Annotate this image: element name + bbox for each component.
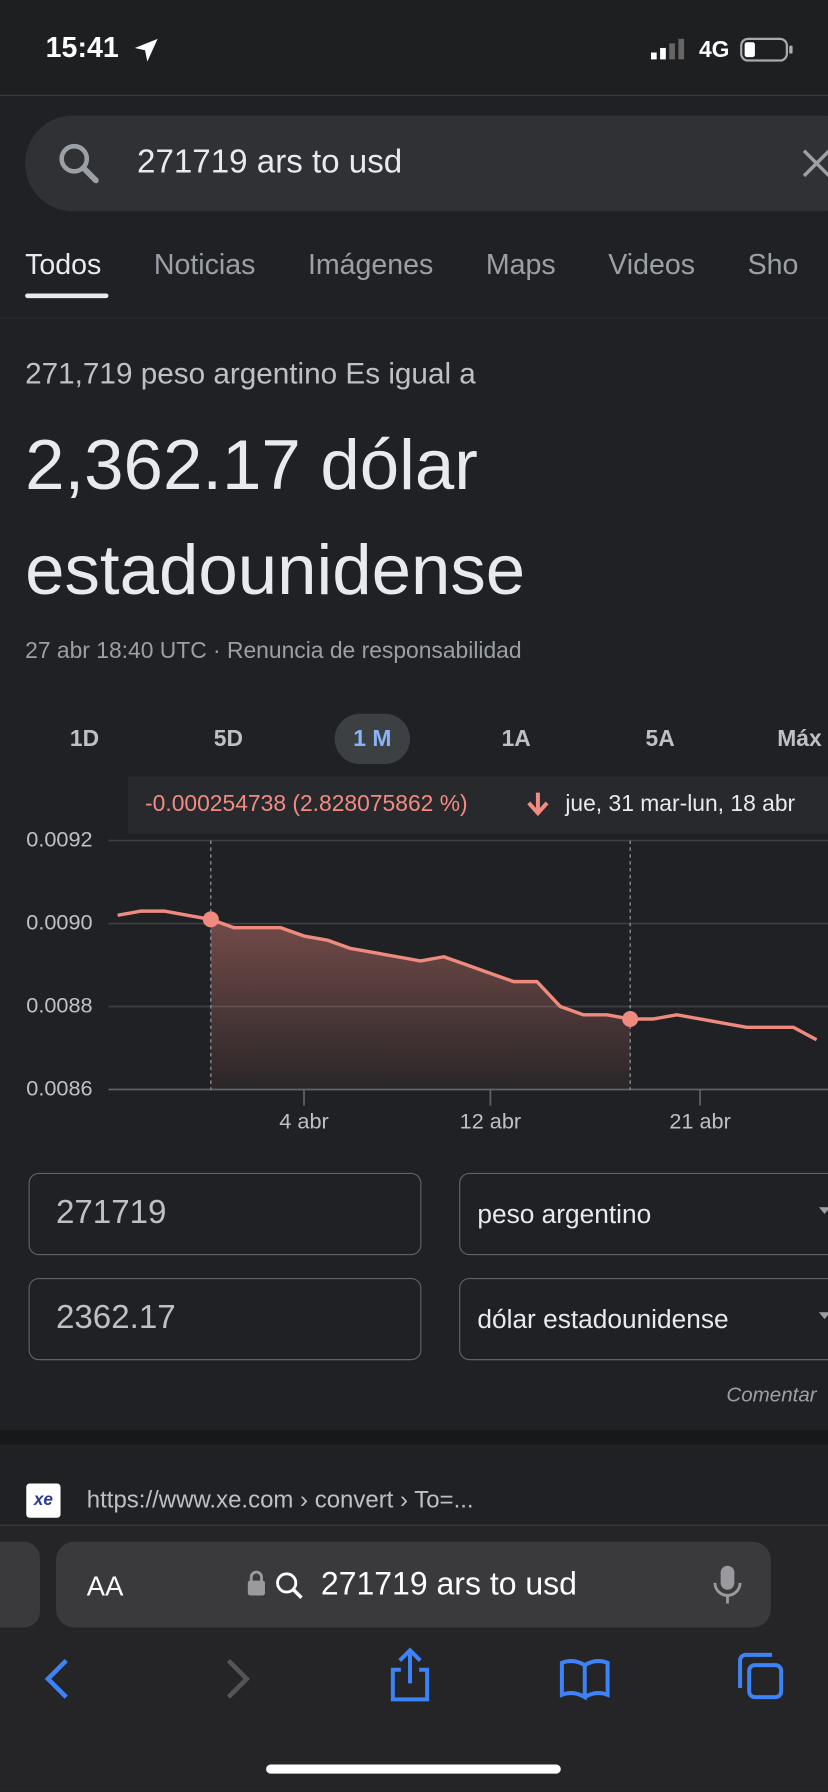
amount-value[interactable]: 2362.17 (55, 1299, 176, 1337)
mic-icon[interactable] (713, 1565, 743, 1606)
tab[interactable]: Maps (485, 248, 556, 281)
network: 4G (698, 37, 730, 63)
x-tick-label: 21 abr (669, 1108, 730, 1133)
source-amount: 271,719 peso argentino Es igual a (25, 356, 476, 391)
tabs-button[interactable] (738, 1652, 784, 1700)
unit-value[interactable]: peso argentino (477, 1199, 652, 1229)
unit-select[interactable] (459, 1277, 828, 1361)
y-tick-label: 0.0088 (26, 992, 92, 1017)
tab[interactable]: Noticias (153, 248, 256, 281)
address-bar[interactable] (55, 1541, 771, 1628)
clear-icon[interactable] (799, 146, 828, 180)
selection-area (210, 919, 631, 1090)
unit-value[interactable]: dólar estadounidense (477, 1304, 729, 1334)
result-url[interactable]: https://www.xe.com › convert › To=... (86, 1486, 474, 1514)
y-tick-label: 0.0090 (26, 909, 92, 934)
period: jue, 31 mar-lun, 18 abr (565, 791, 796, 817)
range-button[interactable]: 5D (213, 726, 244, 752)
line (117, 909, 818, 1042)
amount-input[interactable] (28, 1277, 422, 1361)
battery-icon (740, 37, 793, 62)
signal-icon (650, 38, 685, 60)
tab-underline (25, 293, 109, 299)
range-button[interactable]: 1 M (334, 713, 411, 765)
selection-point (622, 1010, 639, 1027)
search-icon[interactable] (57, 142, 100, 185)
bookmarks-button[interactable] (559, 1659, 610, 1701)
amount-input[interactable] (28, 1172, 422, 1256)
tab[interactable]: Imágenes (307, 248, 434, 281)
location-icon (134, 38, 158, 62)
selection-point (202, 911, 219, 928)
search-query[interactable]: 271719 ars to usd (137, 143, 403, 181)
converted-amount: 2,362.17 dólar estadounidense (25, 425, 526, 610)
range-button[interactable]: 1D (69, 726, 100, 752)
search-box[interactable] (25, 115, 828, 212)
amount-value[interactable]: 271719 (55, 1194, 167, 1232)
tab[interactable]: Todos (25, 248, 102, 281)
x-tick-label: 4 abr (279, 1108, 328, 1133)
range-button[interactable]: Máx (777, 726, 822, 752)
x-tick-label: 12 abr (460, 1108, 522, 1133)
y-tick-label: 0.0092 (26, 826, 92, 851)
dropdown-arrows (818, 1207, 828, 1320)
down-arrow (527, 792, 549, 817)
tooltip (127, 776, 828, 834)
tab[interactable]: Videos (608, 248, 696, 281)
address-text[interactable]: 271719 ars to usd (320, 1565, 577, 1602)
toolbar (44, 1647, 784, 1702)
divider (0, 317, 828, 319)
timestamp: 27 abr 18:40 UTC · Renuncia de responsab… (25, 638, 522, 664)
share-button[interactable] (390, 1647, 430, 1702)
y-tick-label: 0.0086 (26, 1075, 92, 1100)
range-button[interactable]: 5A (645, 726, 675, 752)
divider (0, 1429, 828, 1445)
back-button[interactable] (44, 1658, 68, 1699)
feedback[interactable]: Comentar (726, 1383, 817, 1406)
reader-button[interactable]: AA (86, 1571, 124, 1603)
home-indicator (266, 1764, 561, 1774)
clock: 15:41 (45, 31, 119, 64)
tabs: Todos Noticias Imágenes Maps Videos Sho (25, 249, 798, 282)
favicon: xe (26, 1483, 61, 1518)
unit-select[interactable] (459, 1172, 828, 1256)
lock-search-icon (247, 1570, 303, 1599)
range-button[interactable]: 1A (501, 726, 531, 752)
change: -0.000254738 (2.828075862 %) (145, 791, 468, 817)
forward-button[interactable] (226, 1658, 250, 1699)
prev-tab[interactable] (0, 1541, 40, 1628)
tab[interactable]: Sho (747, 248, 799, 281)
